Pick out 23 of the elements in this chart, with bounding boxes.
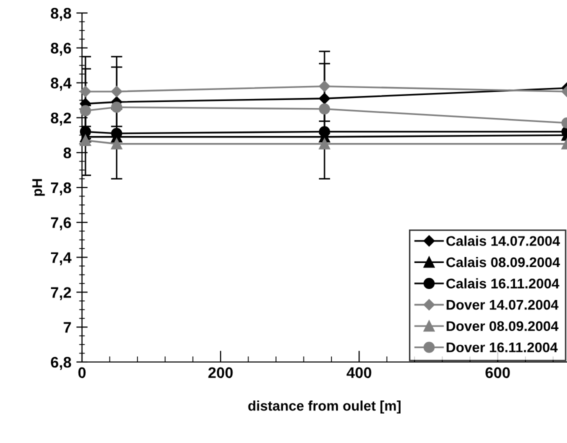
legend-label: Calais 16.11.2004	[446, 278, 560, 288]
x-tick-label: 200	[208, 367, 233, 378]
legend-label: Dover 08.09.2004	[446, 321, 558, 332]
x-axis-title: distance from oulet [m]	[248, 400, 401, 414]
legend-label: Dover 14.07.2004	[446, 300, 558, 310]
y-tick-label: 7,4	[51, 252, 72, 266]
legend-label: Dover 16.11.2004	[446, 342, 558, 352]
y-tick-label: 7,6	[51, 217, 72, 230]
y-tick-label: 7,2	[51, 287, 71, 300]
legend-label: Calais 08.09.2004	[446, 256, 560, 268]
x-tick-label: 400	[346, 367, 372, 378]
y-tick-label: 6,8	[50, 356, 72, 370]
legend-label: Calais 14.07.2004	[446, 236, 560, 246]
y-tick-label: 8,4	[50, 78, 72, 91]
y-tick-label: 8	[64, 147, 72, 158]
y-axis-title: pH	[32, 179, 45, 196]
y-tick-label: 8,2	[50, 112, 71, 126]
y-tick-label: 7,8	[51, 182, 72, 196]
x-tick-label: 0	[78, 367, 86, 378]
y-tick-label: 7	[64, 322, 71, 333]
x-tick-label: 600	[486, 367, 510, 378]
y-tick-label: 8,8	[50, 8, 72, 21]
y-tick-label: 8,6	[50, 42, 72, 56]
